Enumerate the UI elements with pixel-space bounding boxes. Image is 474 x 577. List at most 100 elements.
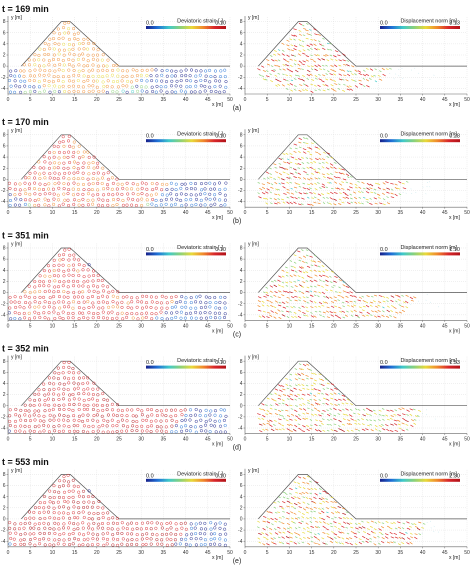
particle xyxy=(150,300,154,304)
particle xyxy=(66,182,70,186)
displacement-arrow xyxy=(390,536,395,539)
particle xyxy=(130,429,134,433)
x-tick-label: 0 xyxy=(7,97,10,103)
particle xyxy=(63,198,67,202)
displacement-arrow xyxy=(377,75,381,77)
particle xyxy=(87,500,91,504)
particle xyxy=(204,414,208,418)
displacement-arrow xyxy=(282,306,287,309)
displacement-arrow xyxy=(378,295,383,297)
displacement-arrow xyxy=(302,271,306,274)
displacement-arrow xyxy=(345,286,350,288)
particle xyxy=(66,290,70,294)
displacement-arrow xyxy=(366,528,370,530)
displacement-arrow xyxy=(277,188,280,191)
particle xyxy=(135,424,139,429)
particle xyxy=(56,542,60,546)
particle xyxy=(28,69,32,73)
displacement-arrow xyxy=(317,284,321,287)
slope-surface-line xyxy=(258,134,467,180)
displacement-arrow xyxy=(302,148,307,151)
particle xyxy=(141,418,145,422)
displacement-arrow xyxy=(301,512,305,516)
particle xyxy=(146,521,150,525)
displacement-arrow xyxy=(318,291,322,294)
particle xyxy=(7,311,11,315)
displacement-arrow xyxy=(370,520,374,523)
particle xyxy=(66,311,70,315)
particle xyxy=(33,310,37,314)
particle xyxy=(139,73,143,77)
particle xyxy=(223,538,227,542)
time-label: t = 351 min xyxy=(2,230,49,240)
particle xyxy=(120,413,124,417)
particle xyxy=(164,197,168,201)
particle xyxy=(111,193,115,197)
displacement-arrow xyxy=(386,309,390,313)
x-tick-label: 5 xyxy=(29,437,32,443)
particle xyxy=(203,89,207,93)
displacement-arrow xyxy=(286,527,290,530)
displacement-arrow xyxy=(345,537,350,540)
displacement-arrow xyxy=(294,409,298,413)
displacement-arrow xyxy=(289,291,293,294)
particle xyxy=(67,134,71,138)
displacement-arrow xyxy=(274,413,279,416)
displacement-arrow xyxy=(394,183,398,186)
displacement-arrow xyxy=(325,498,328,500)
particle xyxy=(76,167,80,171)
displacement-arrow xyxy=(262,423,266,426)
particle xyxy=(42,73,46,77)
particle xyxy=(149,74,153,78)
particle xyxy=(164,430,168,434)
displacement-arrow xyxy=(409,541,413,545)
particle xyxy=(8,203,12,208)
displacement-arrow xyxy=(282,501,286,504)
displacement-arrow xyxy=(290,286,294,288)
particle xyxy=(57,186,61,190)
displacement-arrow xyxy=(301,45,305,48)
particle xyxy=(120,531,124,536)
particle xyxy=(38,295,42,299)
particle xyxy=(199,527,203,531)
displacement-arrow xyxy=(305,29,309,32)
particle xyxy=(13,310,17,315)
displacement-arrow xyxy=(269,191,272,194)
particle xyxy=(27,186,31,191)
displacement-arrow xyxy=(293,78,297,80)
particle xyxy=(140,424,144,428)
displacement-arrow xyxy=(282,167,286,170)
displacement-arrow xyxy=(298,50,302,52)
particle xyxy=(81,489,86,493)
displacement-arrow xyxy=(301,372,305,376)
particle xyxy=(13,424,17,428)
particle xyxy=(24,192,28,196)
strain-particles xyxy=(8,21,228,95)
particle xyxy=(81,311,85,315)
particle xyxy=(47,408,52,412)
particle xyxy=(111,80,116,84)
particle xyxy=(91,430,95,434)
particle xyxy=(208,311,212,315)
particle xyxy=(67,27,71,31)
particle xyxy=(19,522,23,526)
particle xyxy=(76,522,80,526)
particle xyxy=(77,73,81,77)
displacement-arrow xyxy=(330,383,335,386)
particle xyxy=(28,516,32,520)
displacement-arrow xyxy=(278,496,281,498)
particle xyxy=(195,295,199,299)
particle xyxy=(53,538,57,542)
particle xyxy=(203,542,207,547)
displacement-arrow xyxy=(285,285,289,287)
particle xyxy=(194,79,198,83)
y-tick-label: 2 xyxy=(240,392,243,398)
particle xyxy=(41,280,46,284)
displacement-arrow xyxy=(274,532,279,535)
displacement-arrow xyxy=(289,418,293,421)
particle xyxy=(47,305,51,309)
particle xyxy=(38,172,42,176)
displacement-arrow xyxy=(337,54,341,57)
particle xyxy=(111,516,115,520)
